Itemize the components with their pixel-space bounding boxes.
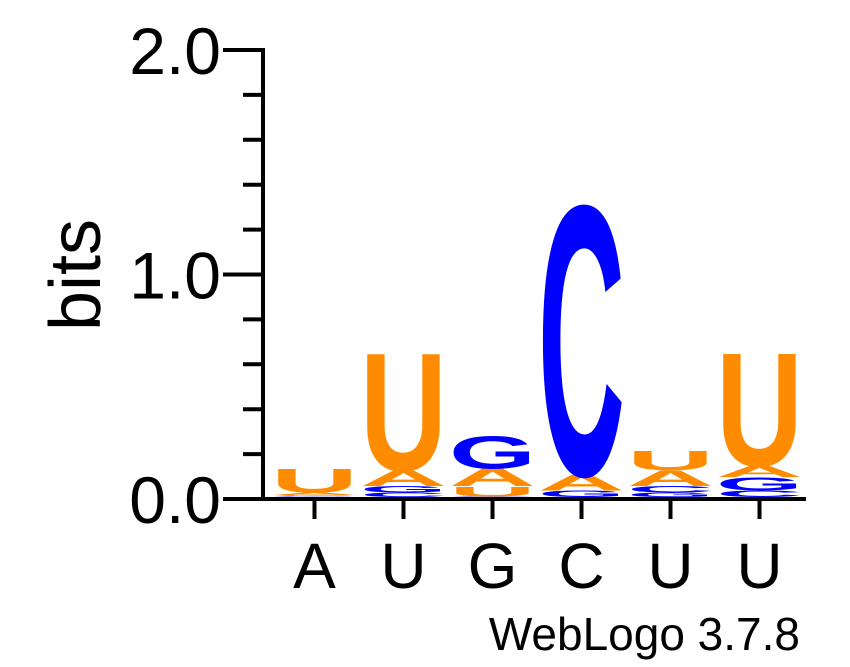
logo-letter-C: C [271, 495, 358, 496]
logo-letter-A: A [627, 466, 714, 490]
logo-letter-C: C [716, 489, 803, 499]
y-axis-label: bits [36, 219, 116, 331]
weblogo-credit: WebLogo 3.7.8 [489, 608, 800, 660]
logo-letter-G: G [271, 496, 358, 497]
x-tick-label: U [380, 530, 426, 602]
logo-letter-U: U [360, 318, 447, 507]
logo-letter-C: C [538, 125, 625, 557]
logo-letter-G: G [716, 473, 803, 494]
logo-letter-C: C [449, 496, 536, 497]
logo-letter-U: U [627, 445, 714, 476]
y-ticks: 0.0 1.0 2.0 [129, 14, 263, 537]
logo-letter-A: A [271, 492, 358, 496]
x-tick-label: U [736, 530, 782, 602]
logo-letter-C: C [627, 484, 714, 494]
y-tick-label: 0.0 [129, 463, 221, 537]
logo-letter-A: A [360, 466, 447, 490]
logo-letter-A: A [716, 463, 803, 480]
logo-letter-G: G [449, 426, 536, 478]
x-tick-label: U [647, 530, 693, 602]
logo-letter-G: G [627, 491, 714, 498]
logo-letter-A: A [538, 471, 625, 495]
logo-letter-G: G [538, 489, 625, 499]
logo-letter-C: C [360, 491, 447, 498]
logo-letter-U: U [449, 484, 536, 500]
x-tick-label: C [558, 530, 604, 602]
x-tick-label: A [293, 530, 336, 602]
logo-letter-A: A [449, 464, 536, 492]
y-tick-label: 1.0 [129, 239, 221, 313]
logo-letter-U: U [716, 320, 803, 500]
logo-letter-G: G [360, 484, 447, 494]
y-tick-label: 2.0 [129, 14, 221, 88]
x-tick-label: G [468, 530, 518, 602]
logo-letter-U: U [271, 462, 358, 500]
